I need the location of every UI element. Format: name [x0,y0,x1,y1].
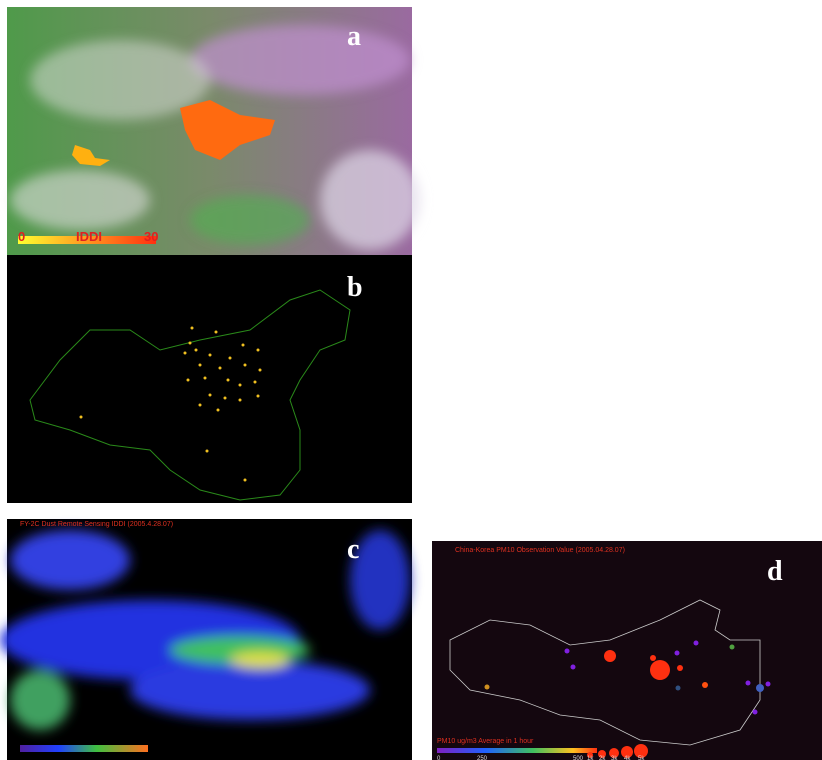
scale-title: IDDI [76,229,102,244]
panel-label: d [767,556,783,587]
color-bar [20,745,148,752]
panel-a: 0 IDDI 30 a [7,7,420,255]
map-background [7,255,412,503]
map-background [432,541,822,760]
panel-c: FY-2C Dust Remote Sensing IDDI (2005.4.2… [0,519,412,760]
legend-tick-label: 250 [477,756,488,760]
size-legend [587,744,648,758]
legend-tick-label: 0 [437,756,441,760]
color-bar [18,236,156,244]
panel-d: China-Korea PM10 Observation Value (2005… [432,541,822,760]
legend-tick-label: 4k [624,756,631,760]
color-bar [437,748,597,753]
panel-title: China-Korea PM10 Observation Value (2005… [455,547,625,554]
dust-area [180,100,275,160]
country-outline [29,289,351,501]
country-outline [449,599,761,746]
scale-max: 30 [144,229,158,244]
legend-tick-label: 3k [611,756,618,760]
dust-area [72,145,110,166]
legend-title: PM10 ug/m3 Average in 1 hour [437,738,534,745]
legend-ticks: 0 250 500 1k 2k 3k 4k 5k [437,756,645,760]
legend-tick-label: 500 [573,756,584,760]
legend-tick-label: 5k [638,756,645,760]
panel-label: c [347,534,359,565]
panel-title: FY-2C Dust Remote Sensing IDDI (2005.4.2… [20,521,173,528]
panel-b: b [7,255,412,503]
station-points [79,326,262,482]
legend-tick-label: 2k [599,756,606,760]
clouds [10,25,420,250]
legend-tick-label: 1k [587,756,594,760]
iddi-field [0,530,410,730]
panel-label: a [347,21,361,52]
scale-min: 0 [18,229,25,244]
station-symbols [484,640,771,715]
panel-label: b [347,272,363,303]
